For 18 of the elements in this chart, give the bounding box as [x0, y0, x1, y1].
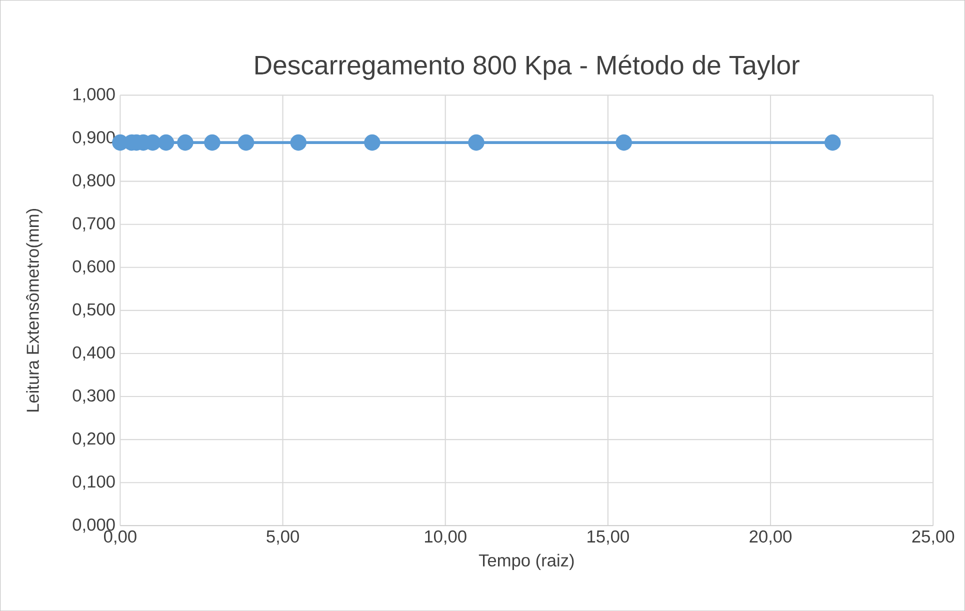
y-tick-label: 0,300 [72, 389, 115, 404]
chart-title: Descarregamento 800 Kpa - Método de Taylor [256, 54, 800, 80]
y-tick-label: 0,700 [72, 217, 115, 232]
y-axis-title: Leitura Extensômetro(mm) [26, 208, 42, 412]
x-tick-label: 20,00 [750, 530, 792, 545]
x-tick-label: 15,00 [588, 530, 629, 545]
x-tick-label: 10,00 [425, 530, 466, 545]
y-tick-label: 0,800 [72, 174, 115, 188]
x-tick-label: 5,00 [266, 530, 299, 545]
y-tick-label: 0,400 [72, 346, 115, 361]
x-tick-label: 25,00 [912, 530, 954, 545]
y-tick-label: 0,200 [72, 432, 115, 447]
x-axis-title: Tempo (raiz) [478, 554, 574, 570]
y-tick-label: 1,000 [73, 88, 115, 102]
y-tick-label: 0,500 [72, 303, 115, 318]
y-tick-label: 0,900 [72, 131, 115, 146]
y-tick-label: 0,100 [72, 475, 115, 490]
y-tick-label: 0,600 [72, 260, 115, 274]
